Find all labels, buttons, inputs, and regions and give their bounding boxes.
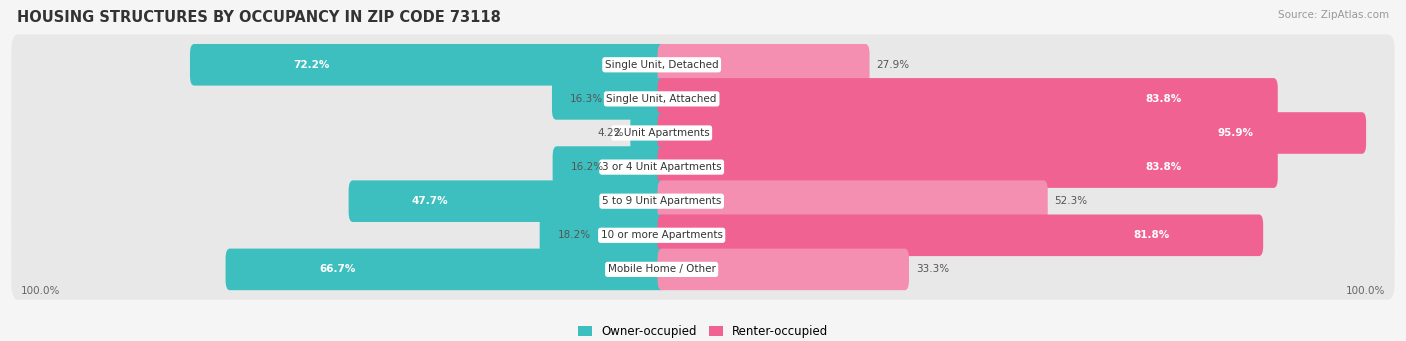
Text: 3 or 4 Unit Apartments: 3 or 4 Unit Apartments bbox=[602, 162, 721, 172]
Text: 33.3%: 33.3% bbox=[915, 264, 949, 275]
FancyBboxPatch shape bbox=[658, 146, 1278, 188]
Text: 66.7%: 66.7% bbox=[319, 264, 356, 275]
FancyBboxPatch shape bbox=[11, 239, 1395, 300]
FancyBboxPatch shape bbox=[349, 180, 666, 222]
Text: 95.9%: 95.9% bbox=[1218, 128, 1254, 138]
FancyBboxPatch shape bbox=[11, 171, 1395, 232]
FancyBboxPatch shape bbox=[190, 44, 666, 86]
Text: 52.3%: 52.3% bbox=[1054, 196, 1088, 206]
Text: 4.2%: 4.2% bbox=[598, 128, 623, 138]
Text: Mobile Home / Other: Mobile Home / Other bbox=[607, 264, 716, 275]
Text: 81.8%: 81.8% bbox=[1133, 230, 1170, 240]
Text: 16.3%: 16.3% bbox=[569, 94, 603, 104]
Text: 83.8%: 83.8% bbox=[1146, 94, 1181, 104]
FancyBboxPatch shape bbox=[658, 214, 1263, 256]
Text: 100.0%: 100.0% bbox=[21, 285, 60, 296]
FancyBboxPatch shape bbox=[553, 78, 666, 120]
Text: HOUSING STRUCTURES BY OCCUPANCY IN ZIP CODE 73118: HOUSING STRUCTURES BY OCCUPANCY IN ZIP C… bbox=[17, 10, 501, 25]
FancyBboxPatch shape bbox=[658, 112, 1367, 154]
FancyBboxPatch shape bbox=[658, 249, 910, 290]
Text: 83.8%: 83.8% bbox=[1146, 162, 1181, 172]
Text: 2 Unit Apartments: 2 Unit Apartments bbox=[614, 128, 710, 138]
Text: 18.2%: 18.2% bbox=[558, 230, 591, 240]
FancyBboxPatch shape bbox=[11, 137, 1395, 197]
FancyBboxPatch shape bbox=[658, 44, 869, 86]
FancyBboxPatch shape bbox=[11, 34, 1395, 95]
FancyBboxPatch shape bbox=[630, 112, 666, 154]
Text: 5 to 9 Unit Apartments: 5 to 9 Unit Apartments bbox=[602, 196, 721, 206]
FancyBboxPatch shape bbox=[658, 180, 1047, 222]
FancyBboxPatch shape bbox=[553, 146, 666, 188]
Text: 16.2%: 16.2% bbox=[571, 162, 603, 172]
Legend: Owner-occupied, Renter-occupied: Owner-occupied, Renter-occupied bbox=[572, 321, 834, 341]
FancyBboxPatch shape bbox=[11, 69, 1395, 129]
Text: Single Unit, Attached: Single Unit, Attached bbox=[606, 94, 717, 104]
FancyBboxPatch shape bbox=[540, 214, 666, 256]
FancyBboxPatch shape bbox=[11, 205, 1395, 266]
Text: 72.2%: 72.2% bbox=[292, 60, 329, 70]
FancyBboxPatch shape bbox=[225, 249, 666, 290]
Text: 27.9%: 27.9% bbox=[876, 60, 910, 70]
FancyBboxPatch shape bbox=[658, 78, 1278, 120]
Text: Single Unit, Detached: Single Unit, Detached bbox=[605, 60, 718, 70]
Text: Source: ZipAtlas.com: Source: ZipAtlas.com bbox=[1278, 10, 1389, 20]
Text: 47.7%: 47.7% bbox=[412, 196, 449, 206]
Text: 10 or more Apartments: 10 or more Apartments bbox=[600, 230, 723, 240]
FancyBboxPatch shape bbox=[11, 103, 1395, 163]
Text: 100.0%: 100.0% bbox=[1346, 285, 1385, 296]
